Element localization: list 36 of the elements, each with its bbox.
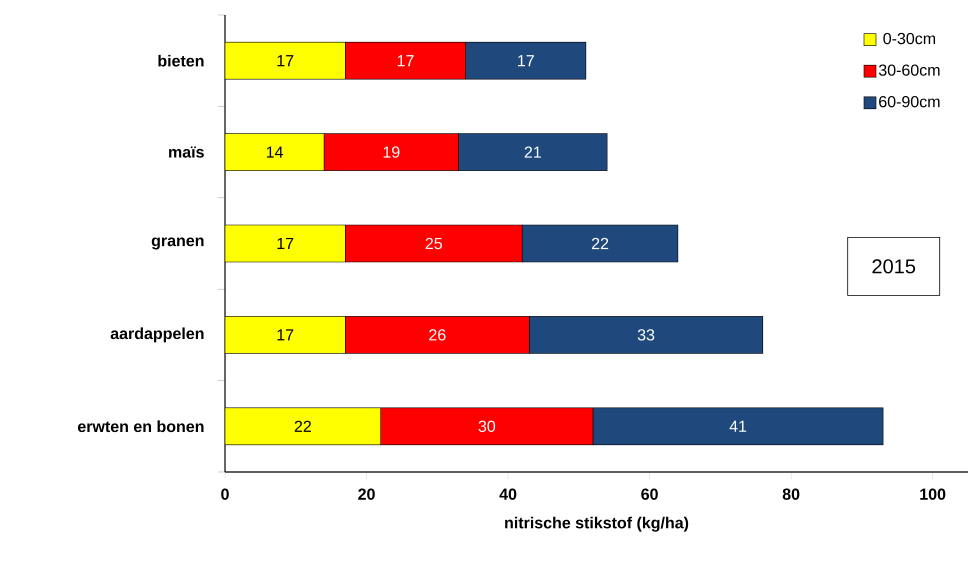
data-label: 14	[266, 146, 283, 158]
y-tick-label: aardappelen	[110, 327, 204, 342]
data-label: 17	[277, 55, 294, 66]
x-tick-label: 80	[782, 488, 800, 500]
data-label: 17	[398, 55, 414, 66]
data-label: 33	[638, 329, 654, 341]
data-label: 21	[524, 146, 541, 158]
legend-label: 30-60cm	[878, 64, 940, 76]
data-label: 17	[277, 329, 294, 340]
bar	[225, 42, 346, 80]
data-label: 22	[592, 238, 608, 250]
x-tick-label: 0	[221, 488, 229, 500]
x-tick-label: 20	[358, 488, 375, 500]
x-axis-title: nitrische stikstof (kg/ha)	[505, 516, 688, 532]
data-label: 22	[294, 420, 311, 432]
x-tick-label: 40	[499, 488, 516, 500]
annotation: 2015	[872, 259, 916, 274]
bar	[225, 224, 346, 262]
data-label: 26	[429, 329, 446, 341]
y-tick-label: maïs	[169, 146, 204, 158]
bar	[225, 316, 346, 354]
y-tick-label: bieten	[158, 54, 204, 67]
data-label: 19	[384, 146, 400, 158]
data-label: 17	[277, 238, 294, 249]
legend-label: 60-90cm	[879, 96, 940, 108]
legend-label: 0-30cm	[883, 32, 936, 44]
bar	[225, 407, 381, 446]
x-tick-label: 60	[641, 488, 658, 500]
x-tick-label: 100	[920, 488, 946, 500]
data-label: 17	[518, 55, 534, 66]
data-label: 25	[426, 238, 442, 250]
data-label: 30	[478, 420, 496, 432]
y-tick-label: granen	[152, 237, 204, 250]
bar	[225, 133, 324, 171]
y-tick-label: erwten en bonen	[78, 420, 204, 432]
data-label: 41	[730, 420, 746, 432]
